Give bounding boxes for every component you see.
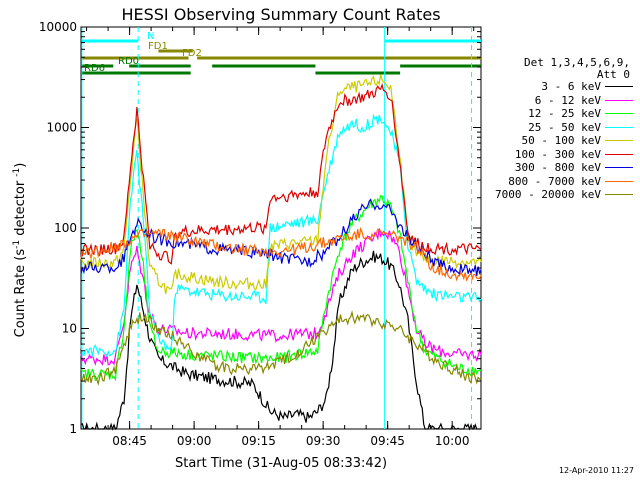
x-tick-label: 10:00 xyxy=(435,434,470,448)
y-axis-label: Count Rate (s-1 detector -1) xyxy=(12,163,28,338)
state-bar-label: RD6 xyxy=(84,63,105,74)
series-line xyxy=(80,228,482,367)
y-tick-label: 100 xyxy=(54,221,77,235)
series-line xyxy=(80,198,482,277)
legend-item: 25 - 50 keV xyxy=(490,120,635,134)
plot-border xyxy=(80,26,482,430)
legend-swatch xyxy=(605,180,633,182)
x-tick-label: 09:30 xyxy=(306,434,341,448)
series-layer xyxy=(80,27,482,431)
x-tick-label: 09:45 xyxy=(370,434,405,448)
legend-swatch xyxy=(605,167,633,168)
legend-item-label: 7000 - 20000 keV xyxy=(495,188,601,201)
series-line xyxy=(80,113,482,358)
legend-title-attenuator: Att 0 xyxy=(596,68,630,81)
series-line xyxy=(80,226,482,282)
axis-layer: 1 10 100 1000 10000 08:45 09:00 09:15 09:30 09:45… xyxy=(39,20,481,448)
legend-item-label: 3 - 6 keV xyxy=(541,80,601,93)
legend-item-label: 6 - 12 keV xyxy=(534,93,601,107)
legend-item: 300 - 800 keV xyxy=(490,161,635,174)
legend-item-label: 50 - 100 keV xyxy=(521,134,601,147)
series-line xyxy=(80,74,482,295)
series-line xyxy=(80,310,482,386)
legend-item: 800 - 7000 keV xyxy=(490,174,635,188)
legend-item: 100 - 300 keV xyxy=(490,147,635,161)
x-axis-label: Start Time (31-Aug-05 08:33:42) xyxy=(175,456,387,471)
svg-text:Count Rate (s-1 detector: Count Rate (s-1 detector -1) xyxy=(12,163,28,338)
y-tick-label: 1000 xyxy=(46,121,77,135)
legend-item-label: 100 - 300 keV xyxy=(514,147,601,161)
x-tick-label: 09:00 xyxy=(177,434,212,448)
legend-swatch xyxy=(605,113,633,114)
legend-swatch xyxy=(605,99,633,101)
legend-item-label: 800 - 7000 keV xyxy=(508,174,601,188)
legend-swatch xyxy=(605,140,633,141)
series-line xyxy=(80,250,481,431)
legend-item-label: 300 - 800 keV xyxy=(514,161,601,174)
legend-swatch xyxy=(605,153,633,155)
x-tick-label: 08:45 xyxy=(112,434,147,448)
state-bar-label: FD1 xyxy=(148,41,168,52)
series-line xyxy=(80,82,482,265)
y-tick-label: 10000 xyxy=(39,20,77,34)
legend-swatch xyxy=(605,126,633,128)
state-bar-label: FD2 xyxy=(182,48,202,59)
x-tick-label: 09:15 xyxy=(241,434,276,448)
generation-timestamp: 12-Apr-2010 11:27 xyxy=(558,466,634,475)
legend-swatch xyxy=(605,194,633,195)
y-tick-label: 1 xyxy=(69,422,77,436)
state-bar-label: RD0 xyxy=(118,56,139,67)
y-tick-label: 10 xyxy=(62,322,77,336)
legend-item: 50 - 100 keV xyxy=(490,134,635,147)
legend-item: 6 - 12 keV xyxy=(490,93,635,107)
chart-title: HESSI Observing Summary Count Rates xyxy=(121,5,440,24)
legend-title-detectors: Det 1,3,4,5,6,9, xyxy=(524,56,630,69)
legend-item: 12 - 25 keV xyxy=(490,107,635,120)
state-bar-label: N xyxy=(147,31,154,42)
legend-swatch xyxy=(605,86,633,87)
plot-frame xyxy=(80,26,482,430)
legend-item-label: 12 - 25 keV xyxy=(528,107,601,120)
legend-item: 3 - 6 keV xyxy=(490,80,635,93)
legend-item-label: 25 - 50 keV xyxy=(528,120,601,134)
legend-item: 7000 - 20000 keV xyxy=(490,188,635,201)
